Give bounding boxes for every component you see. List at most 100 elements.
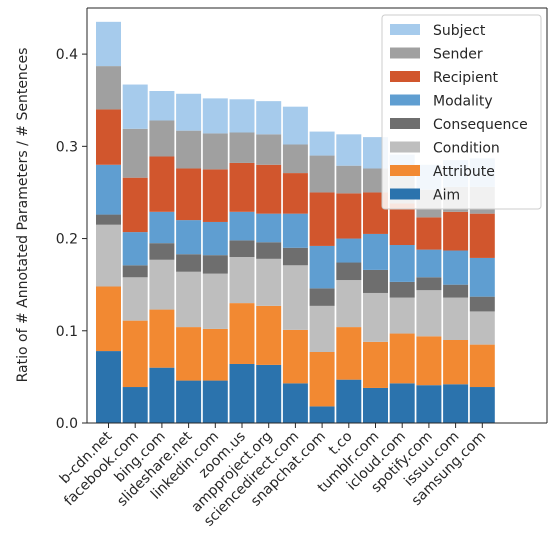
bar-segment-aim-t-co <box>336 379 362 423</box>
bar-segment-modality-ampproject-org <box>256 213 282 243</box>
legend-label: Attribute <box>433 164 495 180</box>
bar-segment-aim-tumblr-com <box>363 387 388 423</box>
bar-segment-recipient-sciencedirect-com <box>282 173 308 214</box>
bar-segment-condition-bing-com <box>149 259 175 310</box>
bar-segment-attribute-snapchat-com <box>309 351 335 407</box>
bar-segment-aim-linkedin-com <box>202 380 228 423</box>
legend-swatch <box>390 141 420 153</box>
bar-segment-condition-tumblr-com <box>363 292 388 342</box>
bar-segment-consequence-tumblr-com <box>363 269 388 293</box>
legend-item-sender: Sender <box>390 47 483 63</box>
legend-frame <box>381 14 542 210</box>
legend-item-recipient: Recipient <box>390 70 499 86</box>
bar-segment-attribute-linkedin-com <box>202 328 228 381</box>
bar-segment-modality-b-cdn-net <box>96 164 121 215</box>
bar-segment-consequence-bing-com <box>149 243 175 260</box>
bar-segment-consequence-snapchat-com <box>309 288 335 306</box>
bar-segment-condition-spotify-com <box>416 290 442 337</box>
bar-segment-sender-snapchat-com <box>309 155 335 193</box>
legend-swatch <box>390 94 420 106</box>
bar-segment-modality-spotify-com <box>416 249 442 278</box>
bar-segment-aim-sciencedirect-com <box>282 383 308 423</box>
bar-segment-condition-sciencedirect-com <box>282 265 308 330</box>
bar-segment-attribute-samsung-com <box>469 344 495 388</box>
bar-segment-aim-slideshare-net <box>176 380 202 423</box>
bar-segment-modality-samsung-com <box>469 257 495 297</box>
bar-segment-subject-ampproject-org <box>256 101 282 135</box>
legend-label: Recipient <box>433 70 499 86</box>
bar-segment-attribute-sciencedirect-com <box>282 329 308 384</box>
bar-segment-attribute-tumblr-com <box>363 341 388 388</box>
bar-segment-attribute-t-co <box>336 327 362 380</box>
legend-label: Aim <box>433 188 460 204</box>
bar-segment-condition-snapchat-com <box>309 305 335 352</box>
bar-segment-recipient-bing-com <box>149 156 175 212</box>
bar-segment-attribute-facebook-com <box>122 320 148 388</box>
bar-segment-condition-slideshare-net <box>176 271 202 328</box>
legend-swatch <box>390 118 420 129</box>
bar-segment-attribute-zoom-us <box>229 303 255 364</box>
bar-segment-aim-ampproject-org <box>256 364 282 423</box>
bar-segment-aim-spotify-com <box>416 385 442 423</box>
bar-segment-recipient-icloud-com <box>389 203 415 246</box>
bar-segment-modality-t-co <box>336 238 362 263</box>
bars-layer <box>96 21 495 423</box>
bar-segment-condition-facebook-com <box>122 277 148 321</box>
bar-segment-condition-b-cdn-net <box>96 224 121 287</box>
bar-segment-consequence-samsung-com <box>469 296 495 312</box>
bar-segment-recipient-ampproject-org <box>256 164 282 214</box>
bar-segment-consequence-spotify-com <box>416 277 442 291</box>
bar-segment-subject-snapchat-com <box>309 131 335 156</box>
bar-segment-recipient-slideshare-net <box>176 168 202 221</box>
bar-segment-modality-zoom-us <box>229 211 255 241</box>
y-tick-label: 0.0 <box>56 416 78 432</box>
bar-segment-sender-bing-com <box>149 120 175 157</box>
bar-segment-consequence-icloud-com <box>389 281 415 298</box>
legend-swatch <box>390 71 420 82</box>
y-tick-label: 0.2 <box>56 232 78 248</box>
bar-segment-attribute-slideshare-net <box>176 327 202 381</box>
bar-segment-sender-zoom-us <box>229 132 255 163</box>
bar-segment-recipient-t-co <box>336 193 362 239</box>
bar-segment-sender-t-co <box>336 165 362 194</box>
bar-segment-sender-sciencedirect-com <box>282 144 308 174</box>
bar-segment-condition-zoom-us <box>229 257 255 304</box>
bar-segment-subject-slideshare-net <box>176 93 202 131</box>
bar-segment-condition-icloud-com <box>389 297 415 334</box>
bar-segment-sender-b-cdn-net <box>96 66 121 110</box>
bar-segment-consequence-b-cdn-net <box>96 214 121 225</box>
legend-label: Condition <box>433 141 500 157</box>
bar-segment-condition-t-co <box>336 280 362 328</box>
bar-segment-aim-facebook-com <box>122 387 148 423</box>
y-tick-label: 0.4 <box>56 47 78 63</box>
legend: Subject Sender Recipient Modality Consequenc… <box>381 14 542 210</box>
legend-item-modality: Modality <box>390 94 493 110</box>
legend-item-subject: Subject <box>390 23 486 39</box>
bar-segment-recipient-spotify-com <box>416 217 442 250</box>
legend-label: Subject <box>433 23 486 39</box>
bar-segment-consequence-ampproject-org <box>256 242 282 259</box>
bar-segment-subject-t-co <box>336 134 362 166</box>
legend-swatch <box>390 165 420 176</box>
legend-label: Modality <box>433 94 493 110</box>
bar-segment-modality-issuu-com <box>443 250 469 285</box>
y-tick-label: 0.3 <box>56 139 78 155</box>
legend-label: Sender <box>433 47 483 63</box>
bar-segment-modality-icloud-com <box>389 245 415 282</box>
bar-segment-attribute-bing-com <box>149 309 175 368</box>
bar-segment-condition-linkedin-com <box>202 273 228 329</box>
bar-segment-modality-slideshare-net <box>176 220 202 255</box>
bar-segment-consequence-t-co <box>336 262 362 281</box>
bar-segment-recipient-facebook-com <box>122 177 148 233</box>
bar-segment-aim-samsung-com <box>469 387 495 423</box>
bar-segment-modality-tumblr-com <box>363 233 388 270</box>
bar-segment-sender-slideshare-net <box>176 130 202 169</box>
bar-segment-aim-snapchat-com <box>309 406 335 423</box>
bar-segment-recipient-b-cdn-net <box>96 109 121 165</box>
bar-segment-modality-sciencedirect-com <box>282 213 308 248</box>
bar-segment-attribute-ampproject-org <box>256 305 282 365</box>
legend-item-consequence: Consequence <box>390 117 528 133</box>
bar-segment-condition-issuu-com <box>443 297 469 340</box>
bar-segment-aim-icloud-com <box>389 383 415 423</box>
y-axis-title: Ratio of # Annotated Parameters / # Sent… <box>15 48 31 383</box>
